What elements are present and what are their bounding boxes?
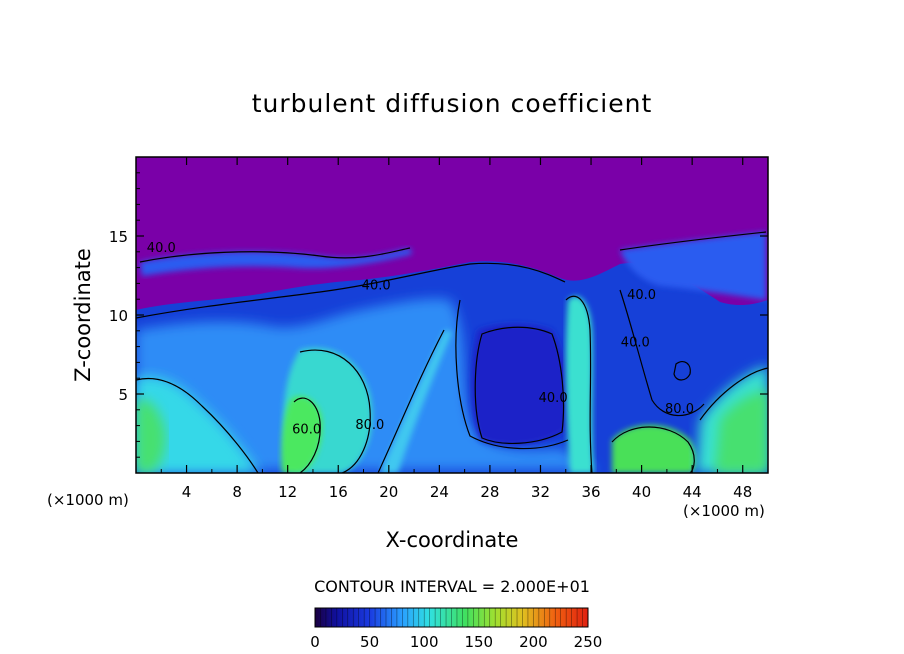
y-axis-label: Z-coordinate xyxy=(71,248,95,382)
colorbar-tick-label: 100 xyxy=(410,633,439,651)
contour-line xyxy=(136,262,566,319)
x-unit-left: (×1000 m) xyxy=(47,491,129,509)
colorbar-ticks: 0 50 100 150 200 250 xyxy=(310,633,602,651)
colorbar-tick-label: 0 xyxy=(310,633,320,651)
contour-label: 40.0 xyxy=(627,288,656,303)
x-tick-label: 12 xyxy=(278,483,297,501)
colorbar-frame xyxy=(314,607,589,628)
x-tick-label: 36 xyxy=(581,483,600,501)
contour-line xyxy=(377,329,445,473)
field-right-green xyxy=(715,390,768,473)
x-tick-label: 32 xyxy=(531,483,550,501)
x-unit-right: (×1000 m) xyxy=(683,502,765,520)
contour-label: 80.0 xyxy=(355,418,384,433)
field-cyan-left xyxy=(136,376,260,473)
contour-label: 40.0 xyxy=(539,391,568,406)
colorbar-tick-label: 200 xyxy=(519,633,548,651)
x-axis-label: X-coordinate xyxy=(386,528,519,552)
y-tick-label: 15 xyxy=(109,228,128,246)
contour-lines xyxy=(136,231,768,473)
colorbar-tick-label: 150 xyxy=(464,633,493,651)
x-tick-label: 48 xyxy=(733,483,752,501)
contour-line xyxy=(611,426,695,473)
contour-line xyxy=(299,349,371,473)
contour-line xyxy=(619,289,705,417)
contour-line xyxy=(139,247,411,263)
contour-interval-text: CONTOUR INTERVAL = 2.000E+01 xyxy=(314,577,590,596)
x-tick-label: 28 xyxy=(480,483,499,501)
contour-line xyxy=(293,397,321,473)
x-tick-label: 8 xyxy=(232,483,242,501)
field-upper-streak-right xyxy=(620,232,766,300)
contour-label: 40.0 xyxy=(147,241,176,256)
colorbar-tick-label: 50 xyxy=(360,633,379,651)
x-tick-label: 16 xyxy=(329,483,348,501)
x-tick-label: 4 xyxy=(182,483,192,501)
chart-title: turbulent diffusion coefficient xyxy=(252,89,653,118)
colorbar-tick-label: 250 xyxy=(574,633,603,651)
x-tick-label: 24 xyxy=(430,483,449,501)
field-green-left xyxy=(136,399,166,473)
contour-line xyxy=(136,377,259,473)
field-diagonal-band xyxy=(380,330,452,473)
colorbar: 0 50 100 150 200 250 xyxy=(310,607,602,651)
y-axis: 5 10 15 xyxy=(109,172,768,458)
contour-labels: 40.0 40.0 40.0 40.0 60.0 80.0 80.0 40.0 xyxy=(147,241,694,438)
colorbar-stripes xyxy=(320,608,583,627)
y-tick-label: 10 xyxy=(109,307,128,325)
contour-line xyxy=(673,361,691,381)
field-column-cyan xyxy=(565,296,594,473)
contour-label: 60.0 xyxy=(292,423,321,438)
x-tick-label: 20 xyxy=(379,483,398,501)
contour-line xyxy=(565,295,593,473)
field-deep-blue-core xyxy=(471,324,568,446)
y-tick-label: 5 xyxy=(118,386,128,404)
x-axis: 4 8 12 16 20 24 28 32 36 40 44 48 xyxy=(160,157,752,501)
contour-label: 40.0 xyxy=(621,336,650,351)
contour-line xyxy=(455,299,569,450)
contour-label: 80.0 xyxy=(665,402,694,417)
field-green-bottom-center xyxy=(612,425,697,473)
heatmap-field xyxy=(136,157,768,473)
contour-line xyxy=(699,367,768,421)
contour-line xyxy=(474,326,565,444)
x-tick-label: 44 xyxy=(683,483,702,501)
field-swirl-green xyxy=(281,396,323,473)
contour-line xyxy=(619,231,767,251)
field-upper-streak xyxy=(140,248,412,276)
x-tick-label: 40 xyxy=(632,483,651,501)
field-light-blue xyxy=(136,298,600,470)
contour-label: 40.0 xyxy=(362,279,391,294)
